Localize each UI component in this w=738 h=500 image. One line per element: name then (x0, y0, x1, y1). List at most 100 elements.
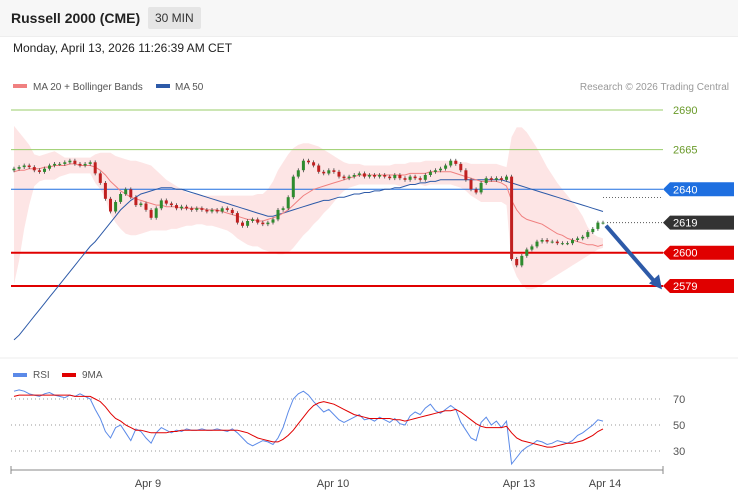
level-label-2690: 2690 (673, 105, 697, 117)
level-tag-2600 (663, 245, 734, 260)
candle-body (576, 238, 580, 240)
forecast-arrow-shaft (604, 224, 659, 286)
candle-body (459, 163, 463, 171)
candle-body (530, 246, 534, 250)
candle-body (560, 243, 564, 245)
candle-body (251, 219, 255, 221)
candle-body (286, 197, 290, 209)
level-label-2600: 2600 (673, 248, 697, 260)
candle-body (185, 206, 189, 209)
candle-body (88, 162, 92, 164)
candle-body (566, 243, 569, 245)
candle-body (337, 171, 341, 177)
x-tick-label: Apr 14 (589, 478, 621, 490)
timeframe-button[interactable]: 30 MIN (148, 7, 201, 29)
candle-body (246, 221, 250, 226)
ma50-line (13, 179, 604, 341)
candle-body (499, 178, 503, 180)
candle-body (271, 219, 275, 223)
x-tick-label: Apr 13 (503, 478, 535, 490)
candle-body (322, 171, 326, 174)
candle-body (301, 160, 305, 171)
candle-body (159, 200, 163, 209)
candle-body (296, 170, 300, 177)
rsi-tick-50: 50 (673, 420, 685, 432)
candle-body (164, 200, 168, 204)
candle-body (261, 222, 265, 225)
x-tick-label: Apr 10 (317, 478, 349, 490)
candle-body (388, 176, 392, 179)
candle-body (596, 222, 600, 229)
candle-body (591, 228, 595, 233)
candle-body (98, 173, 102, 183)
rsi-tick-70: 70 (673, 394, 685, 406)
legend-ma20-swatch (13, 84, 27, 88)
candle-body (230, 209, 234, 214)
candle-body (601, 222, 605, 224)
candle-body (43, 168, 46, 172)
candle-body (37, 170, 41, 172)
candle-body (515, 259, 519, 266)
rsi-panel-bg (0, 358, 738, 500)
candle-body (139, 203, 143, 206)
candle-body (581, 236, 585, 239)
candle-body (235, 213, 239, 223)
legend-rsi-label: RSI (33, 370, 50, 381)
candle-body (266, 222, 270, 225)
candle-body (93, 162, 97, 174)
candle-body (535, 241, 539, 247)
candle-body (175, 205, 178, 209)
candle-body (357, 173, 361, 175)
candle-body (27, 165, 31, 168)
legend-ma20-label: MA 20 + Bollinger Bands (33, 82, 143, 93)
legend-rsi-swatch (13, 373, 27, 377)
candle-body (327, 170, 331, 174)
candle-body (423, 175, 427, 180)
candle-body (383, 175, 387, 177)
candle-body (520, 255, 524, 266)
legend-ma50-swatch (156, 84, 170, 88)
level-label-2579: 2579 (673, 281, 697, 293)
candle-body (586, 232, 590, 237)
candle-body (48, 165, 51, 169)
candle-body (439, 168, 442, 171)
level-tag-2619 (663, 215, 734, 230)
candle-body (505, 176, 508, 180)
candle-body (114, 202, 118, 212)
candle-body (12, 168, 16, 171)
candle-body (68, 160, 72, 163)
candle-body (332, 170, 336, 172)
candle-body (124, 189, 128, 195)
candle-body (17, 167, 21, 169)
candle-body (83, 163, 87, 166)
candle-body (449, 160, 453, 166)
candle-body (398, 175, 402, 179)
candle-body (73, 160, 77, 164)
candle-body (53, 163, 57, 166)
candle-body (256, 219, 260, 223)
ma20-line (13, 163, 604, 247)
candle-body (464, 170, 468, 180)
level-tag-2579 (663, 279, 734, 293)
rsi-tick-30: 30 (673, 446, 685, 458)
level-label-2640: 2640 (673, 184, 697, 196)
candle-body (220, 208, 224, 212)
legend-ma50-label: MA 50 (175, 82, 204, 93)
candle-body (58, 163, 62, 165)
candle-body (373, 175, 376, 177)
instrument-title: Russell 2000 (CME) (11, 10, 141, 26)
x-tick-label: Apr 9 (135, 478, 161, 490)
forecast-arrow-head (649, 274, 662, 290)
candle-body (210, 209, 214, 212)
legend-9ma-swatch (62, 373, 76, 377)
candle-body (134, 197, 138, 206)
candle-body (510, 176, 514, 260)
candle-body (317, 165, 321, 172)
watermark: Research © 2026 Trading Central (580, 82, 729, 93)
candle-body (205, 209, 209, 212)
candle-body (195, 208, 199, 210)
candle-body (418, 178, 422, 180)
candle-body (540, 240, 544, 242)
bollinger-band (14, 125, 603, 290)
